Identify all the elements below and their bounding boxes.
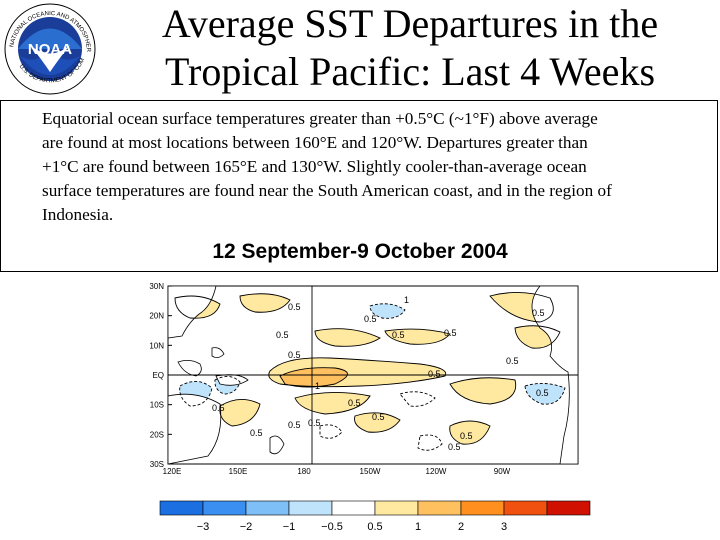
- americas-coast: [531, 285, 579, 465]
- colorbar-label: −1: [283, 521, 296, 533]
- colorbar-swatch: [374, 500, 419, 516]
- contour-label: 0.5: [250, 428, 263, 438]
- y-tick-label: EQ: [152, 371, 164, 380]
- colorbar-label: 2: [458, 521, 464, 533]
- x-tick-label: 180: [297, 467, 311, 476]
- contour-label: 1: [315, 381, 320, 391]
- description-line: Equatorial ocean surface temperatures gr…: [42, 109, 598, 128]
- y-tick-label: 30S: [150, 460, 164, 469]
- contour-label: 0.5: [536, 388, 549, 398]
- colorbar: [159, 500, 591, 516]
- asia-coast: [167, 285, 217, 339]
- philippines: [211, 347, 225, 358]
- title-line-1: Average SST Departures in the: [161, 1, 659, 46]
- colorbar-label: −3: [197, 521, 210, 533]
- colorbar-swatch: [417, 500, 462, 516]
- logo-text: NOAA: [28, 41, 72, 58]
- x-tick-label: 120W: [426, 467, 447, 476]
- colorbar-swatch: [460, 500, 505, 516]
- y-tick-label: 10N: [149, 341, 164, 350]
- new-zealand: [269, 435, 285, 455]
- contour-label: 0.5: [506, 356, 519, 366]
- description-line: +1°C are found between 165°E and 130°W. …: [42, 157, 587, 176]
- colorbar-label: 3: [501, 521, 507, 533]
- y-tick-label: 20S: [150, 430, 164, 439]
- x-tick-label: 120E: [163, 467, 182, 476]
- noaa-logo: NOAA NATIONAL OCEANIC AND ATMOSPHERIC AD…: [2, 2, 96, 95]
- title-line-2: Tropical Pacific: Last 4 Weeks: [164, 49, 656, 94]
- y-tick-label: 20N: [149, 312, 164, 321]
- colorbar-swatch: [159, 500, 204, 516]
- colorbar-label: −0.5: [321, 521, 343, 533]
- contour-lines: [174, 292, 566, 451]
- contour-label: 0.5: [532, 308, 545, 318]
- contour-label: 0.5: [288, 350, 301, 360]
- page-title: Average SST Departures in the Tropical P…: [100, 0, 720, 96]
- contour-label: 0.5: [460, 431, 473, 441]
- description-line: are found at most locations between 160°…: [42, 133, 588, 152]
- contour-label: 0.5: [308, 418, 321, 428]
- description-line: surface temperatures are found near the …: [42, 181, 612, 200]
- contour-label: 0.5: [372, 412, 385, 422]
- contour-label: 0.5: [348, 398, 361, 408]
- y-tick-label: 10S: [150, 401, 164, 410]
- colorbar-labels: −3 −2 −1 −0.5 0.5 1 2 3: [197, 521, 507, 533]
- australia: [167, 393, 222, 465]
- contour-label: 0.5: [448, 442, 461, 452]
- description-box: [0, 100, 718, 272]
- contour-label: 0.5: [288, 420, 301, 430]
- colorbar-swatch: [546, 500, 591, 516]
- colorbar-swatch: [503, 500, 548, 516]
- sst-anomaly-map: 0.5 1 0.5 0.5 0.5 0.5 0.5 1 0.5 0.5 0.5 …: [149, 282, 591, 533]
- description-line: Indonesia.: [42, 205, 114, 224]
- colorbar-label: 1: [415, 521, 421, 533]
- x-tick-label: 150W: [360, 467, 381, 476]
- colorbar-swatch: [245, 500, 290, 516]
- contour-label: 0.5: [288, 302, 301, 312]
- contour-label: 1: [404, 295, 409, 305]
- colorbar-label: −2: [240, 521, 253, 533]
- colorbar-swatch: [202, 500, 247, 516]
- description: Equatorial ocean surface temperatures gr…: [42, 107, 714, 227]
- colorbar-swatch: [331, 500, 376, 516]
- land-masses: [167, 285, 579, 465]
- contour-labels: 0.5 1 0.5 0.5 0.5 0.5 0.5 1 0.5 0.5 0.5 …: [212, 295, 549, 452]
- contour-label: 0.5: [428, 369, 441, 379]
- contour-label: 0.5: [392, 330, 405, 340]
- y-axis-ticks: 30N 20N 10N EQ 10S 20S 30S: [149, 282, 172, 469]
- colorbar-swatch: [288, 500, 333, 516]
- x-tick-label: 150E: [229, 467, 248, 476]
- contour-label: 0.5: [444, 328, 457, 338]
- y-tick-label: 30N: [149, 282, 164, 291]
- contour-label: 0.5: [276, 330, 289, 340]
- colorbar-label: 0.5: [367, 521, 382, 533]
- contour-label: 0.5: [212, 403, 225, 413]
- borneo: [177, 360, 202, 377]
- x-tick-label: 90W: [494, 467, 511, 476]
- date-range: 12 September-9 October 2004: [212, 240, 508, 263]
- x-axis-ticks: 120E 150E 180 150W 120W 90W: [163, 467, 511, 476]
- contour-label: 0.5: [364, 314, 377, 324]
